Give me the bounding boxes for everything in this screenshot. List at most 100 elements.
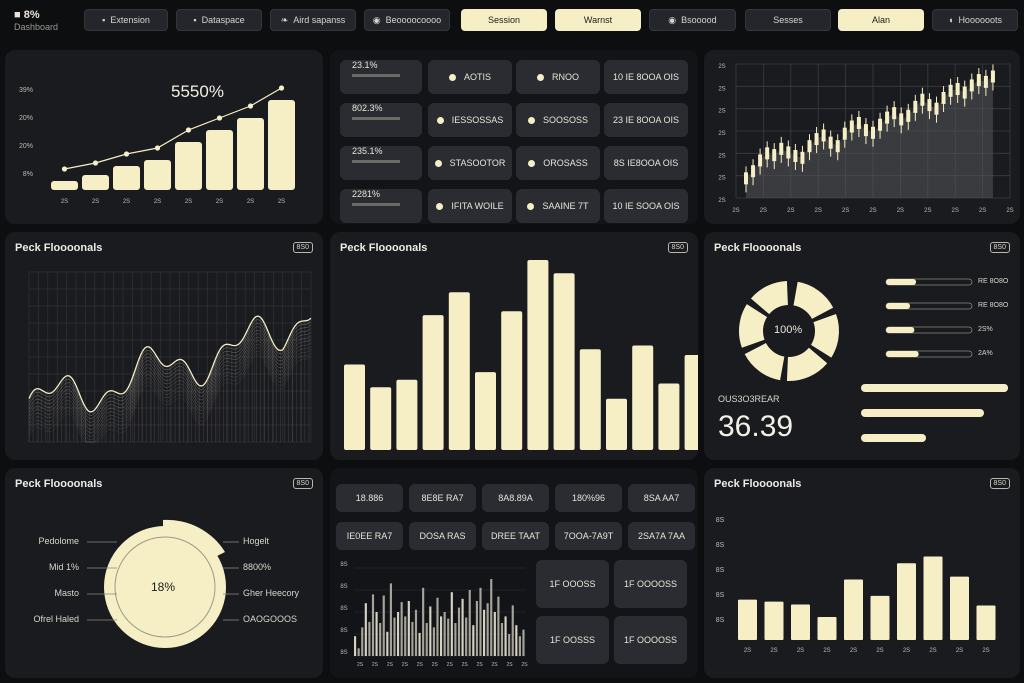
- mixed-right-tile[interactable]: 1F OOSSS: [536, 616, 609, 664]
- nav-button-7[interactable]: ◉ Bsooood: [649, 9, 736, 31]
- nav-button-8[interactable]: Sesses: [745, 9, 831, 31]
- mixed-bar: [497, 596, 500, 656]
- stat-progress-bar: [352, 74, 400, 77]
- mixed-bar: [450, 592, 453, 656]
- mixed-top-tile[interactable]: 8A8.89A: [482, 484, 549, 512]
- mixed-bar: [490, 579, 493, 656]
- stat-tile: 802.3%: [340, 103, 422, 137]
- stat-tile[interactable]: 10 IE SOOA OIS: [604, 189, 688, 223]
- mixed-top-tile[interactable]: 8SA AA7: [628, 484, 695, 512]
- mixed-mid-tile[interactable]: IE0EE RA7: [336, 522, 403, 550]
- mixed-mid-tile[interactable]: DOSA RAS: [409, 522, 476, 550]
- growth-bar-chart: 39% 20% 20% 8% 2S 2S 2S 2S 2S 2S 2S 2S: [19, 85, 295, 205]
- nav-button-4[interactable]: ◉ Beoooocoooo: [364, 9, 450, 31]
- nav-button-2[interactable]: ▪ Dataspace: [176, 9, 262, 31]
- bar2-bar: [923, 556, 943, 640]
- candle-body: [885, 111, 890, 124]
- nav-button-6[interactable]: Warnst: [555, 9, 641, 31]
- pie-panel-title: Peck Floooonals: [15, 478, 103, 490]
- stat-tile[interactable]: 23 IE 8OOA OIS: [604, 103, 688, 137]
- candle-body: [871, 126, 875, 139]
- mixed-bar: [422, 587, 425, 656]
- growth-x-tick: 2S: [216, 199, 223, 205]
- bar-chart: [344, 260, 698, 450]
- growth-trend-point: [123, 151, 130, 157]
- stat-tile[interactable]: SOOSOSS: [516, 103, 600, 137]
- mixed-x-tick: 2S: [402, 662, 409, 668]
- bar2-panel-badge[interactable]: 8S0: [989, 478, 1010, 489]
- growth-trend-line: [64, 87, 282, 170]
- mixed-bar: [418, 632, 421, 656]
- mixed-right-tile[interactable]: 1F OOOSS: [536, 560, 609, 608]
- mixed-bar: [382, 595, 385, 656]
- pie-chart: [87, 519, 239, 650]
- stat-tile[interactable]: SAAINE 7T: [516, 189, 600, 223]
- top-navigation-bar: ■ 8% Dashboard ▪ Extension ▪ Dataspace ❧ Aird…: [0, 0, 1024, 40]
- stat-tile[interactable]: AOTIS: [428, 60, 512, 94]
- stat-tile[interactable]: 8S IE8OOA OIS: [604, 146, 688, 180]
- mixed-mid-tile[interactable]: 2SA7A 7AA: [628, 522, 695, 550]
- wave-line: [28, 354, 312, 443]
- nav-button-5[interactable]: Session: [461, 9, 547, 31]
- mixed-mid-tile[interactable]: 7OOA-7A9T: [555, 522, 622, 550]
- candle-body: [793, 150, 798, 163]
- wave-line: [28, 350, 312, 443]
- bar-panel-badge[interactable]: 8S0: [667, 242, 688, 253]
- leaf-icon: ❧: [280, 14, 289, 25]
- wave-panel-badge[interactable]: 8S0: [292, 242, 313, 253]
- stat-tile[interactable]: STASOOTOR: [428, 146, 512, 180]
- nav-button-9[interactable]: Alan: [838, 9, 924, 31]
- candle-x-tick: 2S: [952, 208, 959, 214]
- nav-button-label: Alan: [871, 15, 890, 25]
- stat-tile[interactable]: RNOO: [516, 60, 600, 94]
- mixed-x-tick: 2S: [447, 662, 454, 668]
- mixed-top-tile[interactable]: 8E8E RA7: [409, 484, 476, 512]
- mixed-right-tile[interactable]: 1F OOOOSS: [614, 616, 687, 664]
- mixed-bar: [475, 601, 478, 656]
- nav-button-label: Warnst: [583, 15, 613, 25]
- donut-panel: Peck Floooonals 8S0 100% OUS3O3REAR 36.3…: [704, 232, 1020, 460]
- growth-y-tick: 39%: [19, 87, 33, 94]
- mixed-bar: [397, 612, 400, 656]
- bar2-y-tick: 8S: [716, 517, 725, 524]
- mixed-bar: [393, 617, 396, 656]
- stat-tile[interactable]: IESSOSSAS: [428, 103, 512, 137]
- mixed-x-tick: 2S: [492, 662, 499, 668]
- mixed-top-tile[interactable]: 180%96: [555, 484, 622, 512]
- wave-line: [28, 336, 312, 434]
- candle-x-tick: 2S: [815, 208, 822, 214]
- mixed-bar: [457, 607, 461, 656]
- donut-panel-badge[interactable]: 8S0: [989, 242, 1010, 253]
- stat-code: 8S IE8OOA OIS: [613, 158, 679, 168]
- metric-value: 36.39: [718, 410, 794, 443]
- stat-tile[interactable]: OROSASS: [516, 146, 600, 180]
- mixed-right-tile[interactable]: 1F OOOOSS: [614, 560, 687, 608]
- mixed-mid-tile[interactable]: DREE TAAT: [482, 522, 549, 550]
- bar2-bar: [844, 579, 863, 640]
- nav-button-1[interactable]: ▪ Extension: [84, 9, 168, 31]
- bar: [684, 355, 698, 450]
- growth-y-tick: 20%: [19, 143, 33, 150]
- stat-tile[interactable]: IFITA WOILE: [428, 189, 512, 223]
- stat-tile: 2281%: [340, 189, 422, 223]
- stat-tile[interactable]: 10 IE 8OOA OIS: [604, 60, 688, 94]
- mixed-bar: [447, 618, 450, 656]
- candlestick-chart: 2S 2S 2S 2S 2S 2S 2S 2S 2S 2S 2S 2S 2S 2S 2S 2S 2S 2S: [718, 63, 1014, 214]
- progress-label: RE 8O8O: [978, 278, 1009, 285]
- growth-bar: [268, 100, 295, 190]
- nav-button-3[interactable]: ❧ Aird sapanss: [270, 9, 356, 31]
- growth-trend-point: [92, 160, 99, 166]
- stat-progress-bar: [352, 117, 400, 120]
- pie-right-label: Gher Heecory: [243, 588, 300, 598]
- bar2-x-tick: 2S: [929, 648, 936, 654]
- candle-x-tick: 2S: [732, 208, 739, 214]
- candle-y-tick: 2S: [718, 198, 725, 204]
- pie-panel-badge[interactable]: 8S0: [292, 478, 313, 489]
- candle-body: [934, 102, 939, 115]
- nav-button-label: Sesses: [773, 15, 803, 25]
- mixed-top-tile[interactable]: 18.886: [336, 484, 403, 512]
- nav-button-10[interactable]: ◖ Hoooooots: [932, 9, 1018, 31]
- stat-metric: 235.1%: [352, 146, 383, 156]
- mixed-bar: [411, 621, 414, 656]
- pie-panel: Peck Floooonals 8S0 18% Pedolome Mid 1% Ma…: [5, 468, 323, 678]
